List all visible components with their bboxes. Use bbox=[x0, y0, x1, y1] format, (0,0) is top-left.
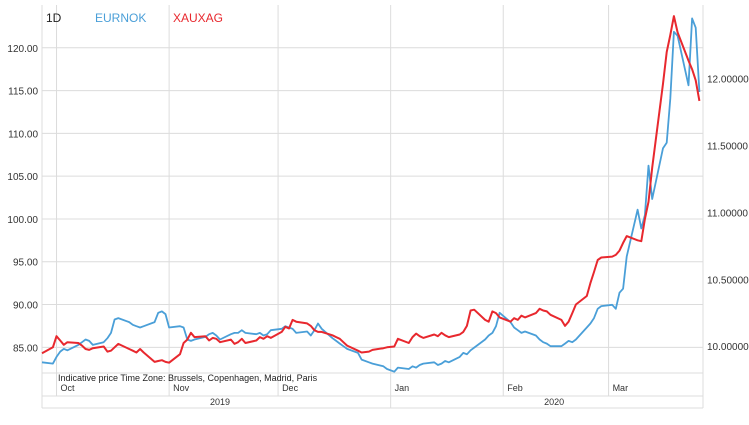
month-label: Feb bbox=[507, 383, 523, 393]
left-tick-label: 95.00 bbox=[13, 258, 38, 269]
month-label: Nov bbox=[173, 383, 190, 393]
month-label: Dec bbox=[282, 383, 299, 393]
interval-label[interactable]: 1D bbox=[46, 11, 62, 25]
series-line-xauxag bbox=[41, 15, 701, 364]
right-tick-label: 10.00000 bbox=[707, 342, 749, 353]
month-label: Mar bbox=[613, 383, 629, 393]
legend-eurnok[interactable]: EURNOK bbox=[95, 11, 146, 25]
axis-layer: 85.00 90.00 95.00 100.00 105.00 110.00 115.00 1… bbox=[7, 44, 749, 407]
right-tick-label: 11.50000 bbox=[707, 142, 748, 153]
right-tick-label: 11.00000 bbox=[707, 208, 748, 219]
left-tick-label: 115.00 bbox=[8, 87, 38, 98]
left-tick-label: 100.00 bbox=[7, 215, 38, 226]
year-label: 2019 bbox=[210, 397, 230, 407]
grid-layer bbox=[41, 5, 704, 409]
left-tick-label: 120.00 bbox=[7, 44, 38, 55]
month-label: Jan bbox=[395, 383, 410, 393]
left-tick-label: 105.00 bbox=[7, 172, 38, 183]
chart-note: Indicative price Time Zone: Brussels, Co… bbox=[58, 373, 318, 383]
series-line-eurnok bbox=[41, 17, 701, 373]
month-label: Oct bbox=[61, 383, 76, 393]
left-tick-label: 85.00 bbox=[13, 343, 38, 354]
series-layer bbox=[41, 15, 701, 373]
year-label: 2020 bbox=[544, 397, 564, 407]
legend-xauxag[interactable]: XAUXAG bbox=[173, 11, 223, 25]
left-tick-label: 110.00 bbox=[8, 129, 38, 140]
right-tick-label: 12.00000 bbox=[707, 75, 749, 86]
left-tick-label: 90.00 bbox=[13, 301, 38, 312]
right-tick-label: 10.50000 bbox=[707, 275, 749, 286]
legend: 1D EURNOK XAUXAG bbox=[46, 11, 223, 25]
